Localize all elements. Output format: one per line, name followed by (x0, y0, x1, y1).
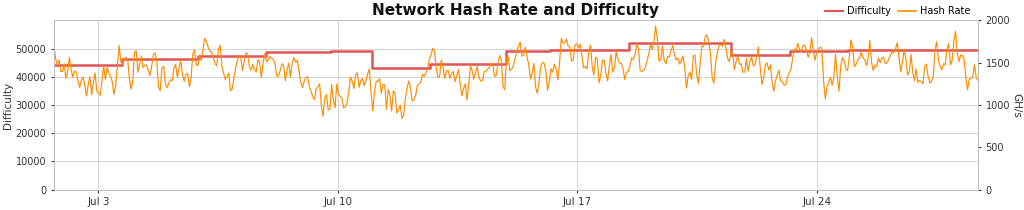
Legend: Difficulty, Hash Rate: Difficulty, Hash Rate (822, 3, 973, 19)
Y-axis label: GH/s: GH/s (1012, 93, 1021, 117)
Y-axis label: Difficulty: Difficulty (3, 81, 12, 129)
Title: Network Hash Rate and Difficulty: Network Hash Rate and Difficulty (373, 3, 659, 18)
